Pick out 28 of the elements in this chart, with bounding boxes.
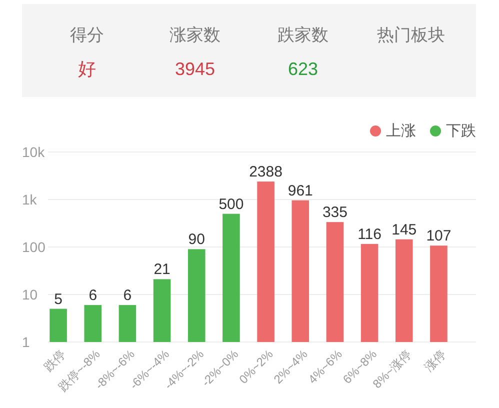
category-label: 得分	[70, 26, 104, 44]
data-label: 6	[88, 287, 98, 304]
data-label: 116	[358, 226, 382, 243]
data-label: 961	[288, 182, 313, 200]
data-label: 145	[392, 221, 417, 238]
x-tick-label: 涨停	[422, 347, 449, 374]
y-tick-label: 100	[22, 239, 46, 255]
data-label: 500	[218, 196, 244, 213]
data-label: 107	[426, 228, 452, 245]
data-label: 90	[188, 231, 205, 248]
data-label: 6	[123, 287, 132, 304]
category-label: 跌家数	[278, 26, 328, 44]
category-label: 涨家数	[170, 26, 220, 44]
y-tick-label: 1	[22, 334, 30, 350]
data-label: 335	[322, 204, 348, 222]
legend-label: 上涨	[386, 122, 416, 140]
data-label: 21	[154, 261, 170, 278]
category-label: 热门板块	[377, 26, 445, 44]
text: 623	[288, 59, 318, 79]
legend-label: 下跌	[446, 122, 476, 140]
x-tick-label: 跌停	[41, 347, 68, 374]
y-tick-label: 10k	[22, 144, 46, 160]
data-label: 2388	[249, 164, 282, 181]
y-tick-label: 10	[22, 286, 38, 302]
text: 好	[78, 59, 96, 79]
y-tick-label: 1k	[22, 192, 38, 208]
data-label: 5	[54, 290, 62, 308]
text: 3945	[174, 59, 216, 79]
